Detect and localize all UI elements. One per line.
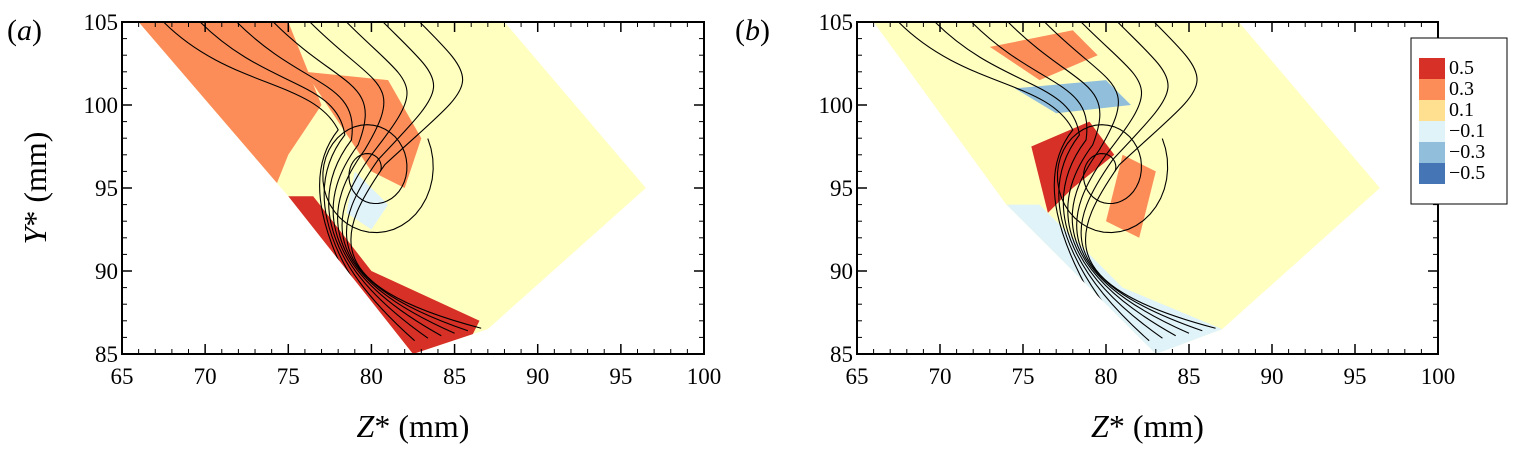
panel-1: 65 70 75 80 85 90 95 100 85 90 95 100 105 Z* (mm) Y* (… — [7, 10, 721, 444]
legend-swatch — [1419, 100, 1445, 121]
y-tick-label: 95 — [95, 176, 118, 201]
y-tick-label: 105 — [84, 10, 119, 35]
streamline-4 — [272, 22, 429, 339]
x-tick-label: 85 — [443, 364, 466, 389]
contour-region-4 — [346, 171, 389, 230]
x-tick-label: 75 — [1012, 364, 1035, 389]
contour-region-5 — [1006, 204, 1223, 354]
streamline-3 — [236, 22, 416, 342]
streamline-1 — [898, 22, 1124, 347]
x-tick-label: 90 — [526, 364, 549, 389]
y-tick-label: 105 — [819, 10, 854, 35]
legend-label: 0.5 — [1449, 57, 1474, 79]
streamline-6 — [341, 22, 455, 334]
streamline-2 — [934, 22, 1137, 344]
x-tick-label: 100 — [1421, 364, 1456, 389]
y-tick-label: 90 — [95, 259, 118, 284]
x-tick-label: 65 — [111, 364, 134, 389]
legend-label: −0.5 — [1449, 162, 1485, 184]
contour-regions — [138, 22, 480, 354]
contour-region-4 — [1106, 154, 1156, 238]
streamline-5 — [1044, 22, 1176, 337]
contour-region-1 — [138, 22, 322, 197]
y-tick-label: 100 — [819, 93, 854, 118]
x-axis-title: Z* (mm) — [357, 408, 470, 444]
x-axis-title: Z* (mm) — [1091, 408, 1204, 444]
legend-swatch — [1419, 79, 1445, 100]
legend-swatch — [1419, 58, 1445, 79]
legend-swatch — [1419, 121, 1445, 142]
x-tick-label: 70 — [194, 364, 217, 389]
legend: 0.50.30.1−0.1−0.3−0.5 — [1410, 37, 1508, 205]
y-axis-title: Y* (mm) — [17, 132, 53, 245]
legend-label: 0.3 — [1449, 78, 1474, 100]
streamline-6 — [1076, 22, 1190, 334]
legend-swatch — [1419, 163, 1445, 184]
streamline-7 — [345, 22, 469, 332]
contour-regions — [989, 30, 1223, 354]
contour-region-3 — [1031, 121, 1115, 213]
streamline-8 — [350, 22, 482, 329]
panel-label: (a) — [7, 14, 42, 47]
contour-region-2 — [1014, 80, 1131, 114]
panel-2: 65 70 75 80 85 90 95 100 85 90 95 100 105 Z* (mm) (b) — [735, 10, 1455, 444]
streamline-5 — [309, 22, 442, 337]
x-tick-label: 85 — [1178, 364, 1201, 389]
x-tick-label: 95 — [1344, 364, 1367, 389]
streamline-3 — [971, 22, 1150, 342]
streamline-2 — [199, 22, 402, 344]
x-tick-label: 100 — [687, 364, 722, 389]
streamlines — [163, 22, 482, 347]
contour-region-1 — [989, 30, 1098, 81]
x-tick-label: 90 — [1261, 364, 1284, 389]
contour-region-3 — [280, 196, 480, 354]
y-tick-label: 95 — [830, 176, 853, 201]
y-tick-label: 90 — [830, 259, 853, 284]
streamline-spiral — [322, 124, 434, 234]
legend-swatch — [1419, 142, 1445, 163]
streamline-8 — [1085, 22, 1216, 329]
x-tick-label: 65 — [846, 364, 869, 389]
panel-label: (b) — [735, 14, 770, 47]
streamlines — [898, 22, 1216, 347]
legend-label: −0.3 — [1449, 141, 1485, 163]
y-tick-label: 100 — [84, 93, 119, 118]
legend-label: 0.1 — [1449, 99, 1474, 121]
legend-label: −0.1 — [1449, 120, 1485, 142]
streamline-4 — [1007, 22, 1163, 339]
y-tick-label: 85 — [830, 342, 853, 367]
x-tick-label: 75 — [277, 364, 300, 389]
x-tick-label: 70 — [929, 364, 952, 389]
streamline-1 — [163, 22, 389, 347]
streamline-7 — [1080, 22, 1203, 332]
x-tick-label: 95 — [609, 364, 632, 389]
streamline-spiral — [1056, 124, 1169, 234]
x-tick-label: 80 — [360, 364, 383, 389]
y-tick-label: 85 — [95, 342, 118, 367]
x-tick-label: 80 — [1095, 364, 1118, 389]
